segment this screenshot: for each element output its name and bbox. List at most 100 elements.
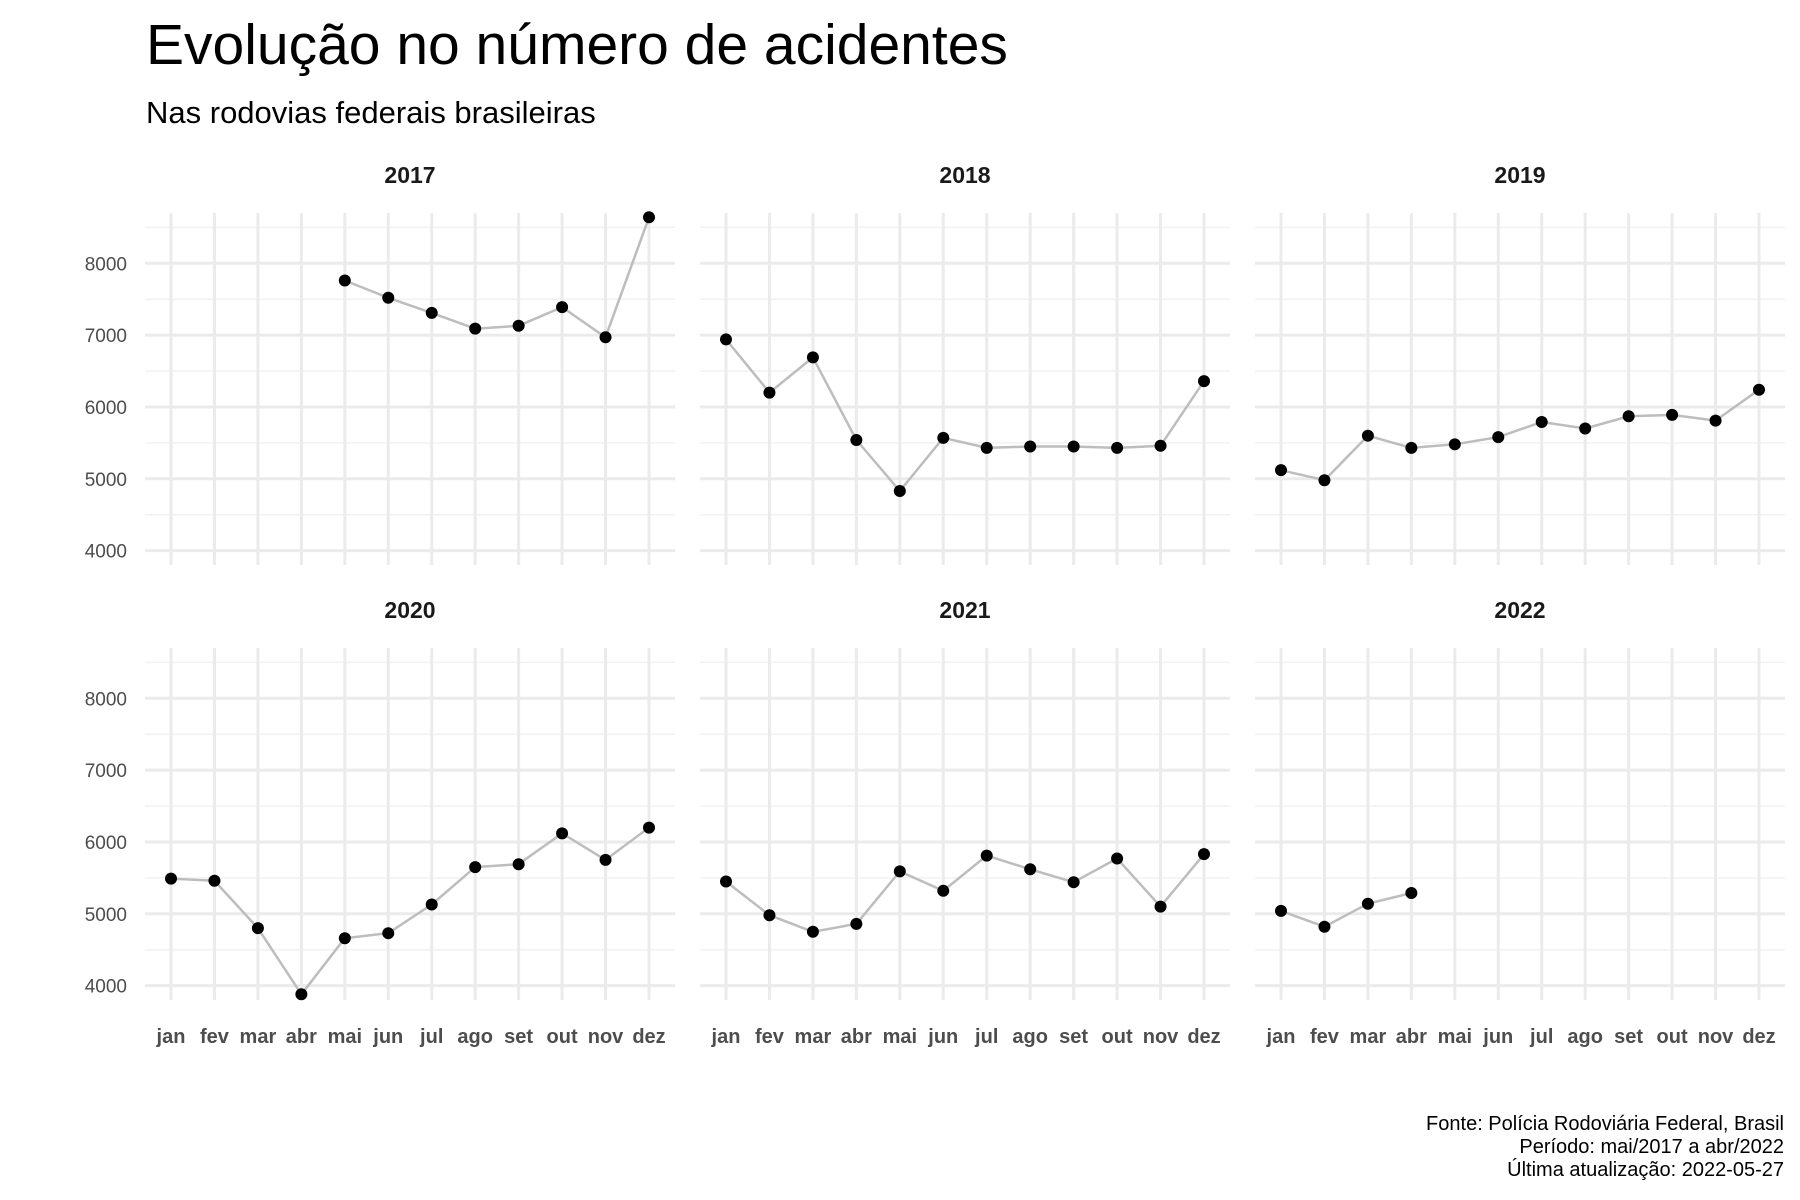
series-line <box>725 853 1205 934</box>
data-point <box>980 441 993 454</box>
data-point <box>806 351 819 364</box>
data-point <box>1709 414 1722 427</box>
data-point <box>382 291 395 304</box>
x-tick-label: abr <box>841 1026 872 1048</box>
x-tick-label: nov <box>1143 1026 1179 1048</box>
data-point <box>556 301 569 314</box>
data-point <box>850 917 863 930</box>
data-point <box>1361 897 1374 910</box>
x-tick-label: abr <box>1396 1026 1427 1048</box>
x-tick-label: out <box>1102 1026 1133 1048</box>
data-point <box>980 849 993 862</box>
y-tick-label: 5000 <box>85 470 127 491</box>
data-point <box>1405 441 1418 454</box>
data-point <box>643 821 655 834</box>
data-point <box>469 861 482 874</box>
data-point <box>1067 440 1080 453</box>
x-tick-label: out <box>1657 1026 1688 1048</box>
data-point <box>1622 410 1635 423</box>
chart-title: Evolução no número de acidentes <box>146 13 1008 77</box>
data-point <box>1024 440 1037 453</box>
panel-strip-label: 2019 <box>1494 162 1545 188</box>
panel-strip-label: 2018 <box>939 162 990 188</box>
x-tick-label: jan <box>156 1026 186 1048</box>
x-tick-label: mai <box>1438 1026 1472 1048</box>
data-point <box>1111 441 1124 454</box>
x-tick-label: set <box>1614 1026 1643 1048</box>
x-tick-label: fev <box>1310 1026 1340 1048</box>
x-tick-label: jan <box>1266 1026 1296 1048</box>
x-tick-label: mar <box>795 1026 832 1048</box>
data-point <box>1535 416 1548 429</box>
chart-caption: Fonte: Polícia Rodoviária Federal, Brasi… <box>1426 1113 1784 1182</box>
data-point <box>850 434 863 447</box>
data-point <box>338 932 351 945</box>
x-tick-label: dez <box>1187 1026 1220 1048</box>
x-tick-label: jul <box>1529 1026 1553 1048</box>
data-point <box>512 319 525 332</box>
data-point <box>1361 429 1374 442</box>
y-tick-label: 7000 <box>85 326 127 347</box>
data-point <box>251 922 264 935</box>
panel-2017: 2017 4000 5000 6000 7000 8000 <box>85 162 675 565</box>
data-point <box>295 988 308 1001</box>
data-point <box>937 431 950 444</box>
caption-updated: Última atualização: 2022-05-27 <box>1507 1159 1784 1181</box>
y-tick-label: 8000 <box>85 254 127 275</box>
x-tick-label: jun <box>927 1026 958 1048</box>
x-tick-label: out <box>547 1026 578 1048</box>
y-tick-label: 5000 <box>85 905 127 926</box>
data-point <box>425 306 438 319</box>
series-line <box>170 826 650 996</box>
series-line <box>1280 388 1760 482</box>
data-point <box>720 875 732 888</box>
x-tick-label: nov <box>588 1026 624 1048</box>
x-tick-label: fev <box>755 1026 785 1048</box>
x-tick-label: jun <box>372 1026 403 1048</box>
x-tick-label: mai <box>328 1026 362 1048</box>
x-tick-label: jun <box>1482 1026 1513 1048</box>
x-tick-label: abr <box>286 1026 317 1048</box>
x-tick-label: jan <box>711 1026 741 1048</box>
y-tick-label: 8000 <box>85 689 127 710</box>
data-point <box>1448 438 1461 451</box>
data-point <box>1067 876 1080 889</box>
x-tick-label: mar <box>240 1026 277 1048</box>
y-tick-label: 4000 <box>85 977 127 998</box>
data-point <box>763 909 776 922</box>
data-point <box>1405 886 1418 899</box>
x-tick-label: mai <box>883 1026 917 1048</box>
y-tick-label: 7000 <box>85 761 127 782</box>
data-point <box>1579 422 1592 435</box>
panel-2019: 2019 <box>1255 162 1785 565</box>
data-point <box>1024 863 1037 876</box>
data-point <box>338 274 351 287</box>
x-tick-label: dez <box>632 1026 665 1048</box>
panel-strip-label: 2020 <box>384 597 435 623</box>
data-point <box>1753 383 1765 396</box>
y-tick-label: 4000 <box>85 542 127 563</box>
chart-subtitle: Nas rodovias federais brasileiras <box>146 95 596 130</box>
data-point <box>469 322 482 335</box>
data-point <box>763 386 776 399</box>
data-point <box>893 485 906 498</box>
x-tick-label: fev <box>200 1026 230 1048</box>
panel-2018: 2018 <box>700 162 1230 565</box>
data-point <box>599 331 612 344</box>
x-tick-label: ago <box>457 1026 493 1048</box>
y-tick-label: 6000 <box>85 833 127 854</box>
caption-source: Fonte: Polícia Rodoviária Federal, Brasi… <box>1426 1113 1784 1135</box>
data-point <box>425 898 438 911</box>
data-point <box>1154 900 1167 913</box>
x-tick-label: nov <box>1698 1026 1734 1048</box>
data-point <box>720 333 732 346</box>
data-point <box>1111 852 1124 865</box>
x-tick-label: mar <box>1350 1026 1387 1048</box>
data-point <box>1275 904 1287 917</box>
x-tick-label: jul <box>419 1026 443 1048</box>
data-point <box>382 927 395 940</box>
data-point <box>1154 439 1167 452</box>
x-tick-label: set <box>1059 1026 1088 1048</box>
data-point <box>1198 375 1210 388</box>
